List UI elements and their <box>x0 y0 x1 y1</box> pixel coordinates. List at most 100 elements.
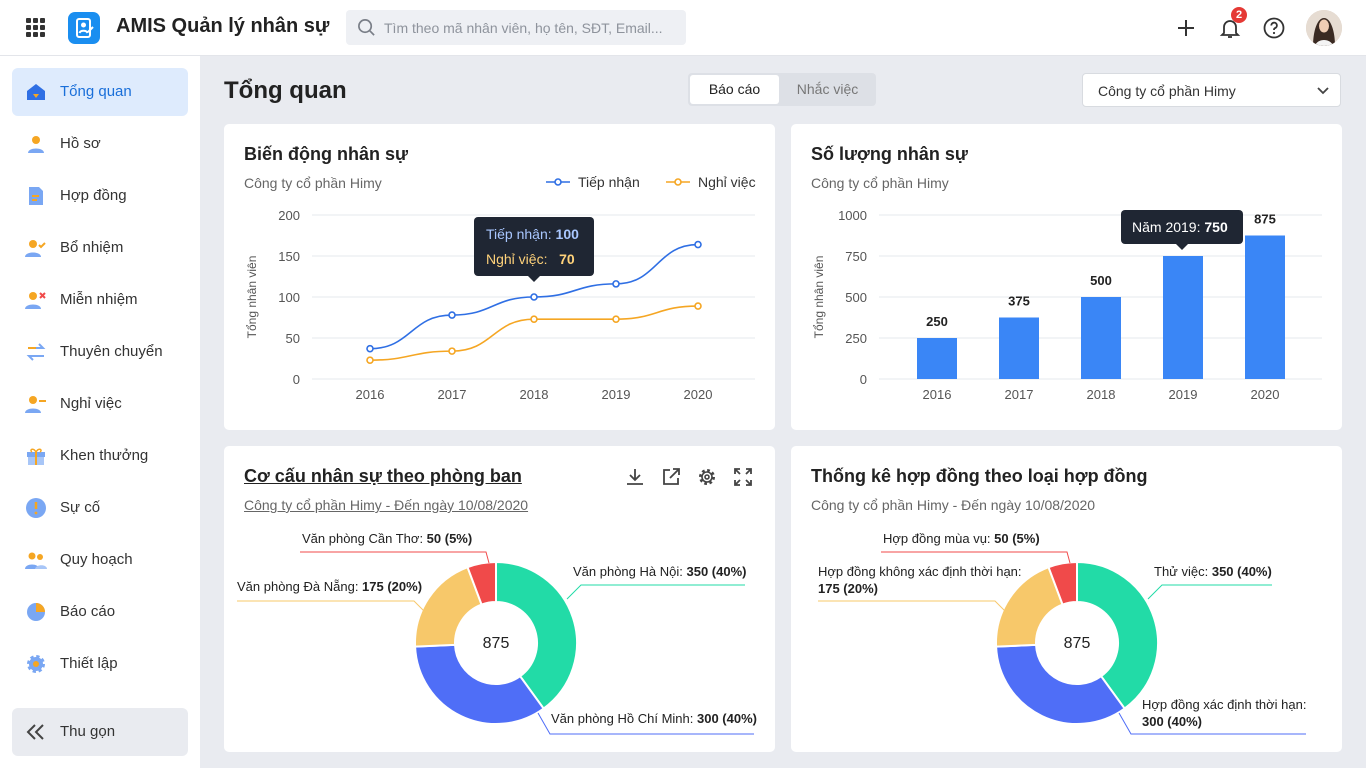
bar <box>1245 235 1285 379</box>
donut-slice <box>1076 560 1159 710</box>
headcount-subtitle: Công ty cổ phần Himy <box>811 175 949 191</box>
headcount-tooltip: Năm 2019: 750 <box>1121 210 1243 250</box>
sidebar-item-transfer[interactable]: Thuyên chuyển <box>12 328 188 376</box>
y-tick-label: 150 <box>278 249 300 264</box>
sidebar: Tổng quan Hồ sơ Hợp đồng Bổ nhiệm Miễn n… <box>0 56 200 768</box>
sidebar-item-reward[interactable]: Khen thưởng <box>12 432 188 480</box>
app-grid-icon[interactable] <box>26 18 46 38</box>
person-leave-icon <box>25 396 46 413</box>
leader-line <box>1118 712 1306 735</box>
sidebar-item-report[interactable]: Báo cáo <box>12 588 188 636</box>
y-tick-label: 500 <box>845 290 867 305</box>
x-tick-label: 2016 <box>923 387 952 402</box>
sidebar-item-label: Báo cáo <box>60 603 116 620</box>
label-ho-chi-minh: Văn phòng Hồ Chí Minh: 300 (40%) <box>551 711 757 726</box>
page-title: Tổng quan <box>224 77 347 104</box>
tab-reminder[interactable]: Nhắc việc <box>796 81 859 97</box>
sidebar-item-label: Nghỉ việc <box>60 395 122 412</box>
transfer-icon <box>26 343 46 361</box>
y-tick-label: 0 <box>860 372 867 387</box>
bell-icon[interactable] <box>1218 16 1242 40</box>
sidebar-item-planning[interactable]: Quy hoạch <box>12 536 188 584</box>
legend-marker <box>554 178 562 186</box>
view-switcher: Báo cáo Nhắc việc <box>688 73 876 106</box>
leader-line <box>818 600 1010 616</box>
y-tick-label: 100 <box>278 290 300 305</box>
download-icon[interactable] <box>625 467 645 487</box>
turnover-line-chart: 0 50 100 150 200 2016 2017 2018 2019 2020 Tổng nhâ… <box>245 174 756 402</box>
sidebar-item-label: Quy hoạch <box>60 551 133 568</box>
search-box <box>346 10 686 45</box>
sidebar-item-settings[interactable]: Thiết lập <box>12 640 188 688</box>
document-icon <box>29 187 43 205</box>
search-input[interactable] <box>384 10 674 45</box>
leader-line <box>1147 584 1272 600</box>
x-tick-label: 2018 <box>1087 387 1116 402</box>
sidebar-item-appointment[interactable]: Bổ nhiệm <box>12 224 188 272</box>
data-point <box>530 315 538 323</box>
tab-report[interactable]: Báo cáo <box>690 75 779 104</box>
open-external-icon[interactable] <box>661 467 681 487</box>
donut-slice <box>466 560 497 606</box>
sidebar-item-label: Miễn nhiệm <box>60 291 138 308</box>
company-select[interactable]: Công ty cổ phần Himy <box>1082 73 1341 107</box>
warning-icon <box>26 498 46 518</box>
sidebar-item-dismissal[interactable]: Miễn nhiệm <box>12 276 188 324</box>
x-tick-label: 2019 <box>1169 387 1198 402</box>
avatar[interactable] <box>1306 10 1342 46</box>
bar <box>917 338 957 379</box>
legend-label: Nghỉ việc <box>698 174 756 190</box>
sidebar-item-label: Hồ sơ <box>60 135 101 152</box>
turnover-tooltip: Tiếp nhận: 100 Nghỉ việc: 70 <box>474 217 594 282</box>
bar-value-label: 375 <box>1008 294 1030 309</box>
donut-slice <box>995 643 1127 725</box>
sidebar-item-label: Thuyên chuyển <box>60 343 163 360</box>
department-title[interactable]: Cơ cấu nhân sự theo phòng ban <box>244 466 522 486</box>
label-seasonal: Hợp đồng mùa vụ: 50 (5%) <box>883 531 1040 546</box>
leader-line <box>537 712 754 735</box>
app-logo <box>68 12 100 44</box>
donut-slice <box>495 560 578 710</box>
sidebar-item-incident[interactable]: Sự cố <box>12 484 188 532</box>
donut-slice <box>1047 560 1078 606</box>
sidebar-item-contract[interactable]: Hợp đồng <box>12 172 188 220</box>
data-point <box>530 293 538 301</box>
tooltip-value-year: 750 <box>1204 219 1228 235</box>
sidebar-item-resignation[interactable]: Nghỉ việc <box>12 380 188 428</box>
y-tick-label: 0 <box>293 372 300 387</box>
group-icon <box>25 552 47 569</box>
data-point <box>448 347 456 355</box>
x-tick-label: 2017 <box>1005 387 1034 402</box>
x-tick-label: 2019 <box>602 387 631 402</box>
gift-icon <box>27 448 45 465</box>
sidebar-item-profile[interactable]: Hồ sơ <box>12 120 188 168</box>
bar <box>1081 297 1121 379</box>
collapse-button[interactable]: Thu gọn <box>12 708 188 756</box>
y-tick-label: 250 <box>845 331 867 346</box>
home-icon <box>27 84 45 100</box>
help-icon[interactable] <box>1262 16 1286 40</box>
department-total: 875 <box>482 635 510 652</box>
bar-value-label: 500 <box>1090 273 1112 288</box>
sidebar-item-label: Thiết lập <box>60 655 118 672</box>
person-check-icon <box>25 240 46 257</box>
headcount-bar-chart: 0 250 500 750 1000 250 2016 375 2017 500 2018 2019 8… <box>812 208 1322 402</box>
sidebar-item-label: Tổng quan <box>60 83 132 100</box>
bar-value-label: 250 <box>926 314 948 329</box>
collapse-label: Thu gọn <box>60 723 116 740</box>
leader-line <box>237 600 429 616</box>
y-tick-label: 200 <box>278 208 300 223</box>
fullscreen-icon[interactable] <box>733 467 753 487</box>
gear-icon[interactable] <box>697 467 717 487</box>
tooltip-label-year: Năm 2019: <box>1132 219 1201 235</box>
sidebar-item-overview[interactable]: Tổng quan <box>12 68 188 116</box>
data-point <box>694 240 702 249</box>
notification-badge: 2 <box>1231 7 1247 23</box>
tooltip-label-received: Tiếp nhận: <box>486 226 552 242</box>
search-icon <box>358 19 375 36</box>
top-bar: AMIS Quản lý nhân sự 2 <box>0 0 1366 56</box>
add-icon[interactable] <box>1174 16 1198 40</box>
sidebar-item-label: Bổ nhiệm <box>60 239 124 256</box>
contracts-subtitle: Công ty cổ phần Himy - Đến ngày 10/08/20… <box>811 497 1096 513</box>
donut-slice <box>414 643 546 725</box>
